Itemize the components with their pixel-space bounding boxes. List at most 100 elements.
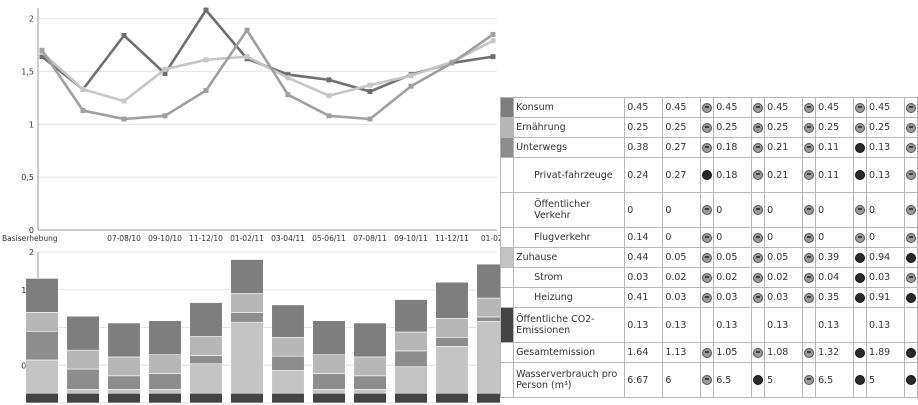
value-cell: 0.11	[815, 157, 855, 193]
value-cell: 0	[713, 192, 753, 228]
value-cell: 0.13	[865, 157, 906, 193]
smiley-icon	[753, 170, 764, 180]
rating-cell	[853, 307, 867, 343]
rating-cell	[853, 137, 867, 158]
row-color-swatch	[499, 157, 515, 193]
smiley-icon	[753, 292, 764, 303]
line-point	[80, 108, 86, 114]
line-series-1	[41, 39, 494, 103]
rating-cell	[751, 97, 766, 118]
value-cell: 0.04	[815, 267, 855, 288]
rating-cell	[853, 192, 867, 228]
bar-segment	[271, 392, 305, 404]
row-color-swatch	[499, 117, 515, 138]
bar-segment	[476, 392, 500, 404]
rating-cell	[751, 362, 766, 398]
row-label: Zuhause	[513, 247, 626, 268]
rating-cell	[751, 137, 766, 158]
bar-segment	[476, 263, 500, 299]
bar-segment	[148, 354, 182, 374]
value-cell: 0.13	[713, 307, 753, 343]
line-point	[285, 92, 291, 98]
dark-face-icon	[906, 252, 917, 263]
row-label: Strom	[513, 267, 626, 288]
smiley-icon	[702, 292, 713, 303]
value-cell: 0.25	[662, 117, 702, 138]
table-row: Ernährung 0.25 0.25 0.25 0.25 0.25 0.25	[499, 117, 918, 138]
value-cell: 1.13	[662, 342, 702, 363]
line-y-tick-label: 1,5	[21, 67, 34, 76]
rating-cell	[904, 307, 918, 343]
line-y-tick-label: 1	[29, 120, 34, 129]
value-cell: 0.13	[662, 307, 702, 343]
rating-cell	[853, 287, 867, 308]
smiley-icon	[702, 122, 713, 133]
line-y-tick-label: 0	[29, 226, 34, 235]
rating-cell	[751, 267, 766, 288]
color-swatch	[501, 98, 513, 117]
rating-cell	[700, 342, 715, 363]
rating-cell	[802, 362, 817, 398]
bar-segment	[230, 321, 264, 394]
row-label: Ernährung	[513, 117, 626, 138]
smiley-icon	[804, 170, 815, 180]
value-cell: 0	[865, 227, 906, 248]
value-cell: 0.38	[624, 137, 664, 158]
value-cell: 0.03	[662, 287, 702, 308]
rating-cell	[751, 307, 766, 343]
bar-segment	[107, 356, 141, 377]
value-cell: 0	[713, 227, 753, 248]
bar-segment	[25, 312, 59, 332]
rating-cell	[700, 137, 715, 158]
bar-segment	[107, 392, 141, 404]
value-cell: 0.45	[624, 97, 664, 118]
value-cell: 0.25	[624, 117, 664, 138]
value-cell: 0.18	[713, 157, 753, 193]
rating-cell	[853, 117, 867, 138]
value-cell: 0.13	[865, 137, 906, 158]
row-color-swatch	[499, 267, 515, 288]
value-cell: 0.05	[764, 247, 804, 268]
rating-cell	[751, 287, 766, 308]
bar-segment	[66, 368, 100, 390]
bar-y-tick-label: 2	[29, 248, 34, 257]
line-point	[39, 47, 45, 53]
value-cell: 0.02	[764, 267, 804, 288]
value-cell: 0.03	[624, 267, 664, 288]
color-swatch	[501, 118, 513, 137]
rating-cell	[904, 342, 918, 363]
bar-segment	[312, 320, 346, 355]
row-label: Privat-fahrzeuge	[513, 157, 626, 193]
smiley-icon	[906, 205, 917, 215]
bar-segment	[66, 389, 100, 394]
value-cell: 1.89	[865, 342, 906, 363]
table-row: Heizung 0.41 0.03 0.03 0.03 0.35 0.91	[499, 287, 918, 308]
rating-cell	[853, 97, 867, 118]
smiley-icon	[753, 252, 764, 263]
rating-cell	[802, 307, 817, 343]
row-label: Heizung	[513, 287, 626, 308]
value-cell: 0.45	[713, 97, 753, 118]
color-swatch	[501, 138, 513, 157]
bar-segment	[230, 392, 264, 404]
smiley-icon	[906, 142, 917, 153]
value-cell: 0.13	[624, 307, 664, 343]
line-point	[490, 38, 496, 44]
value-cell: 0.03	[764, 287, 804, 308]
bar-segment	[435, 392, 469, 404]
smiley-icon	[906, 170, 917, 180]
bar-segment	[435, 337, 469, 347]
value-cell: 0.45	[662, 97, 702, 118]
bar-segment	[107, 322, 141, 358]
line-point	[39, 54, 45, 60]
value-cell: 1.64	[624, 342, 664, 363]
smiley-icon	[804, 205, 815, 215]
bar-segment	[476, 316, 500, 322]
row-color-swatch	[499, 342, 515, 363]
rating-cell	[853, 267, 867, 288]
smiley-icon	[702, 375, 713, 385]
value-cell: 0.41	[624, 287, 664, 308]
row-color-swatch	[499, 247, 515, 268]
value-cell: 0.03	[713, 287, 753, 308]
line-plot-area	[38, 8, 497, 230]
